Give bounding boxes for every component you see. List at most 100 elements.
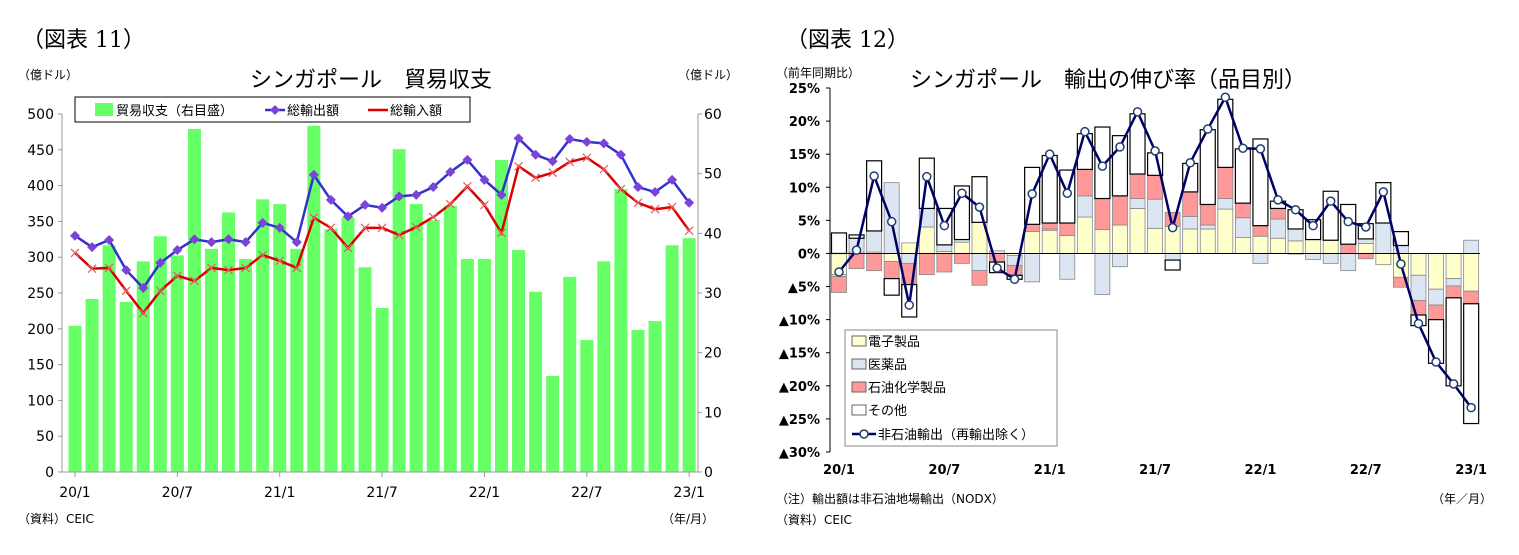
non-oil-exports-marker <box>1009 274 1020 285</box>
imports-marker <box>87 264 97 274</box>
bar-segment-petrochem <box>1428 304 1444 321</box>
exports-marker <box>667 174 678 185</box>
bar-segment-petrochem <box>936 253 953 273</box>
bar-segment-petrochem <box>1445 285 1462 299</box>
bar-segment-petrochem <box>1112 195 1128 226</box>
left-tick-label: 350 <box>27 214 54 230</box>
non-oil-exports-marker <box>939 220 950 231</box>
exports-marker <box>155 257 166 268</box>
bar-segment-electronics <box>1024 231 1041 254</box>
bar-segment-petrochem <box>1076 169 1093 197</box>
trade-balance-bar <box>375 307 389 472</box>
y-tick-label: 10% <box>789 181 820 196</box>
bar-segment-pharma <box>1270 218 1286 239</box>
trade-balance-bar <box>187 128 201 472</box>
exports-marker <box>513 133 524 144</box>
left-tick-label: 450 <box>27 143 54 159</box>
trade-balance-bar <box>341 217 355 472</box>
imports-marker <box>480 200 489 210</box>
bar-segment-electronics <box>1410 253 1427 276</box>
left-tick-label: 500 <box>27 107 54 123</box>
bar-segment-pharma <box>971 253 988 272</box>
exports-marker <box>87 242 98 253</box>
exports-marker <box>342 211 353 222</box>
chart2-legend <box>844 329 1058 447</box>
non-oil-exports-marker <box>886 216 897 227</box>
chart1-source: （資料）CEIC <box>18 512 94 526</box>
bar-segment-pharma <box>1234 217 1251 238</box>
bar-segment-pharma <box>1340 253 1357 272</box>
bar-segment-electronics <box>1357 243 1374 254</box>
bar-segment-pharma <box>1112 253 1128 268</box>
non-oil-exports-marker <box>1238 143 1248 153</box>
bar-segment-electronics <box>1112 224 1128 254</box>
chart2-source: （資料）CEIC <box>776 513 852 527</box>
x-tick-label: 20/1 <box>823 463 855 478</box>
trade-balance-bar <box>563 276 577 472</box>
exports-marker <box>377 202 388 213</box>
trade-balance-bar <box>324 229 338 472</box>
bar-segment-electronics <box>1076 216 1093 254</box>
imports-marker <box>565 157 575 167</box>
bar-segment-electronics <box>1270 237 1286 254</box>
bar-segment-other <box>883 278 900 296</box>
bar-segment-pharma <box>1428 288 1444 306</box>
right-tick-label: 30 <box>704 286 722 302</box>
trade-balance-bar <box>170 255 184 472</box>
trade-balance-bar <box>546 375 560 472</box>
imports-marker <box>121 286 131 296</box>
bar-segment-electronics <box>1059 235 1076 254</box>
bar-segment-electronics <box>1322 239 1339 254</box>
x-tick-label: 20/7 <box>928 463 960 478</box>
trade-balance-bar <box>409 204 423 472</box>
imports-marker <box>155 286 165 296</box>
bar-segment-pharma <box>1287 228 1304 242</box>
imports-marker <box>667 202 677 212</box>
exports-marker <box>121 265 132 276</box>
legend-marker-non-oil-exports <box>859 429 869 439</box>
imports-marker <box>445 199 455 209</box>
imports-marker <box>104 263 114 273</box>
x-tick-label: 22/7 <box>571 485 602 501</box>
chart1-trade-balance: 0 50 100 150 200 250 300 350 400 450 500 0 10 20 30 40 5… <box>27 96 722 501</box>
bar-segment-other <box>1234 148 1251 204</box>
bar-segment-electronics <box>1375 253 1392 266</box>
bar-segment-pharma <box>1217 198 1234 210</box>
bar-segment-petrochem <box>989 253 1005 263</box>
y-tick-label: 20% <box>789 115 820 130</box>
bar-segment-petrochem <box>1059 222 1076 236</box>
legend-label-pharma: 医薬品 <box>868 358 907 373</box>
right-tick-label: 0 <box>704 465 713 481</box>
bar-segment-electronics <box>1463 253 1480 292</box>
bar-segment-electronics <box>1305 239 1322 254</box>
bar-segment-pharma <box>1024 253 1041 283</box>
trade-balance-bar <box>614 189 628 472</box>
exports-marker <box>615 149 626 160</box>
bar-segment-electronics <box>1428 253 1444 290</box>
legend-label-non-oil-exports: 非石油輸出（再輸出除く） <box>878 428 1034 443</box>
left-tick-label: 100 <box>27 393 54 409</box>
trade-balance-bar <box>222 212 236 472</box>
bar-segment-pharma <box>1199 224 1216 230</box>
chart2-title: シンガポール 輸出の伸び率（品目別） <box>910 68 1307 93</box>
y-tick-label: ▲5% <box>788 281 820 296</box>
bar-segment-petrochem <box>1182 191 1199 217</box>
non-oil-exports-marker <box>1150 146 1160 156</box>
bar-segment-electronics <box>901 242 918 254</box>
right-tick-label: 50 <box>704 167 722 183</box>
non-oil-exports-marker <box>1220 92 1231 103</box>
non-oil-exports-marker <box>1448 379 1459 389</box>
x-tick-label: 22/1 <box>1244 463 1276 478</box>
exports-marker <box>274 222 285 233</box>
imports-marker <box>428 212 438 222</box>
legend-label-trade-balance: 貿易収支（右目盛） <box>116 104 233 119</box>
exports-marker <box>411 189 422 200</box>
trade-balance-bar <box>204 248 218 472</box>
bar-segment-pharma <box>1094 253 1111 295</box>
trade-balance-bar <box>460 258 474 472</box>
non-oil-exports-marker <box>1396 259 1406 269</box>
non-oil-exports-marker <box>834 267 844 277</box>
bar-segment-petrochem <box>1270 208 1286 220</box>
exports-marker <box>189 234 200 245</box>
bar-segment-petrochem <box>1234 202 1251 219</box>
